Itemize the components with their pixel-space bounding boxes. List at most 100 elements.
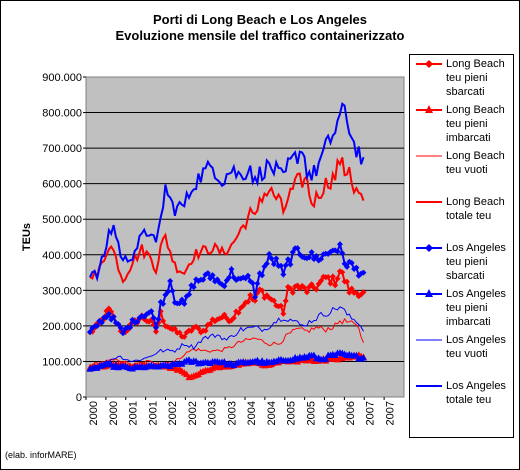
data-point-diamond bbox=[244, 298, 251, 305]
data-point-diamond bbox=[287, 261, 294, 268]
data-point-diamond bbox=[360, 269, 367, 276]
data-point-diamond bbox=[266, 251, 273, 258]
credit-text: (elab. inforMARE) bbox=[5, 450, 77, 460]
data-point-diamond bbox=[181, 300, 188, 307]
data-point-diamond bbox=[94, 323, 101, 330]
x-tick-label: 2005 bbox=[305, 401, 317, 425]
data-point-diamond bbox=[282, 297, 289, 304]
legend-label: Los Angeles teu pieni sbarcati bbox=[446, 242, 506, 282]
y-tick-label: 900.000 bbox=[42, 72, 82, 84]
x-tick-label: 2004 bbox=[266, 401, 278, 425]
data-point-diamond bbox=[343, 278, 350, 285]
x-tick-label: 2003 bbox=[226, 401, 238, 425]
x-tick-label: 2000 bbox=[88, 401, 100, 425]
data-point-diamond bbox=[263, 260, 270, 267]
data-point-diamond bbox=[289, 249, 296, 256]
legend-swatch bbox=[416, 60, 442, 68]
data-point-diamond bbox=[176, 329, 183, 336]
series-los-angeles-teu-vuoti bbox=[89, 306, 364, 368]
y-tick-label: 500.000 bbox=[42, 214, 82, 226]
y-tick-label: 200.000 bbox=[42, 321, 82, 333]
data-point-diamond bbox=[254, 280, 261, 287]
data-point-diamond bbox=[334, 275, 341, 282]
legend-marker-triangle bbox=[425, 289, 433, 297]
data-point-diamond bbox=[160, 300, 167, 307]
series-line bbox=[89, 306, 364, 368]
series-los-angeles-teu-pieni-imbarcati bbox=[86, 349, 367, 372]
y-tick-label: 100.000 bbox=[42, 356, 82, 368]
series-los-angeles-teu-pieni-sbarcati bbox=[87, 240, 367, 337]
series-long-beach-teu-vuoti bbox=[89, 317, 364, 367]
data-point-diamond bbox=[228, 266, 235, 273]
legend-swatch bbox=[416, 155, 442, 157]
data-point-diamond bbox=[226, 274, 233, 281]
data-point-diamond bbox=[150, 314, 157, 321]
x-tick-label: 2001 bbox=[147, 401, 159, 425]
data-point-diamond bbox=[134, 318, 141, 325]
data-point-diamond bbox=[209, 272, 216, 279]
data-point-diamond bbox=[178, 296, 185, 303]
data-point-diamond bbox=[186, 291, 193, 298]
data-point-diamond bbox=[308, 249, 315, 256]
data-point-diamond bbox=[181, 333, 188, 340]
data-point-diamond bbox=[120, 330, 127, 337]
legend-swatch bbox=[416, 339, 442, 341]
data-point-diamond bbox=[148, 308, 155, 315]
legend-item: Los Angeles teu vuoti bbox=[410, 333, 513, 379]
legend-label: Long Beach teu pieni imbarcati bbox=[446, 104, 505, 144]
series-line bbox=[89, 101, 365, 283]
data-point-diamond bbox=[249, 280, 256, 287]
legend-marker-triangle bbox=[425, 105, 433, 113]
series-los-angeles-totale-teu bbox=[89, 101, 365, 283]
legend-item: Los Angeles teu pieni sbarcati bbox=[410, 241, 513, 287]
data-point-triangle bbox=[359, 353, 367, 361]
data-point-diamond bbox=[167, 277, 174, 284]
legend-label: Long Beach teu vuoti bbox=[446, 150, 505, 176]
legend-swatch bbox=[416, 105, 442, 113]
data-point-diamond bbox=[247, 292, 254, 299]
data-point-diamond bbox=[360, 289, 367, 296]
data-point-diamond bbox=[169, 287, 176, 294]
data-point-diamond bbox=[339, 269, 346, 276]
data-point-diamond bbox=[282, 262, 289, 269]
data-point-diamond bbox=[325, 273, 332, 280]
y-tick-label: 700.000 bbox=[42, 143, 82, 155]
x-tick-label: 2007 bbox=[384, 401, 396, 425]
data-point-diamond bbox=[303, 289, 310, 296]
y-tick-label: 400.000 bbox=[42, 250, 82, 262]
data-point-diamond bbox=[252, 297, 259, 304]
data-point-diamond bbox=[318, 277, 325, 284]
data-point-diamond bbox=[270, 297, 277, 304]
data-point-diamond bbox=[252, 294, 259, 301]
data-point-diamond bbox=[160, 317, 167, 324]
data-point-diamond bbox=[190, 284, 197, 291]
legend-marker-diamond bbox=[425, 244, 433, 252]
x-tick-label: 2006 bbox=[325, 401, 337, 425]
data-point-diamond bbox=[348, 285, 355, 292]
chart-subtitle: Evoluzione mensile del traffico containe… bbox=[115, 28, 405, 43]
data-point-diamond bbox=[230, 315, 237, 322]
data-point-diamond bbox=[287, 285, 294, 292]
data-point-diamond bbox=[294, 245, 301, 252]
data-point-diamond bbox=[221, 283, 228, 290]
legend-swatch bbox=[416, 289, 442, 297]
data-point-diamond bbox=[280, 271, 287, 278]
data-point-diamond bbox=[327, 280, 334, 287]
data-point-diamond bbox=[259, 287, 266, 294]
legend-swatch bbox=[416, 385, 442, 387]
x-tick-label: 2005 bbox=[286, 401, 298, 425]
legend-swatch bbox=[416, 201, 442, 203]
data-point-diamond bbox=[117, 324, 124, 331]
legend: Long Beach teu pieni sbarcati Long Beach … bbox=[409, 54, 514, 438]
chart-title: Porti di Long Beach e Los Angeles bbox=[152, 12, 368, 27]
x-tick-label: 2001 bbox=[128, 401, 140, 425]
data-point-diamond bbox=[285, 256, 292, 263]
legend-item: Long Beach teu pieni imbarcati bbox=[410, 103, 513, 149]
legend-swatch bbox=[416, 244, 442, 252]
data-point-triangle bbox=[322, 355, 330, 362]
x-tick-label: 2002 bbox=[167, 401, 179, 425]
data-point-diamond bbox=[200, 276, 207, 283]
legend-label: Los Angeles teu vuoti bbox=[446, 334, 506, 360]
data-point-diamond bbox=[318, 256, 325, 263]
